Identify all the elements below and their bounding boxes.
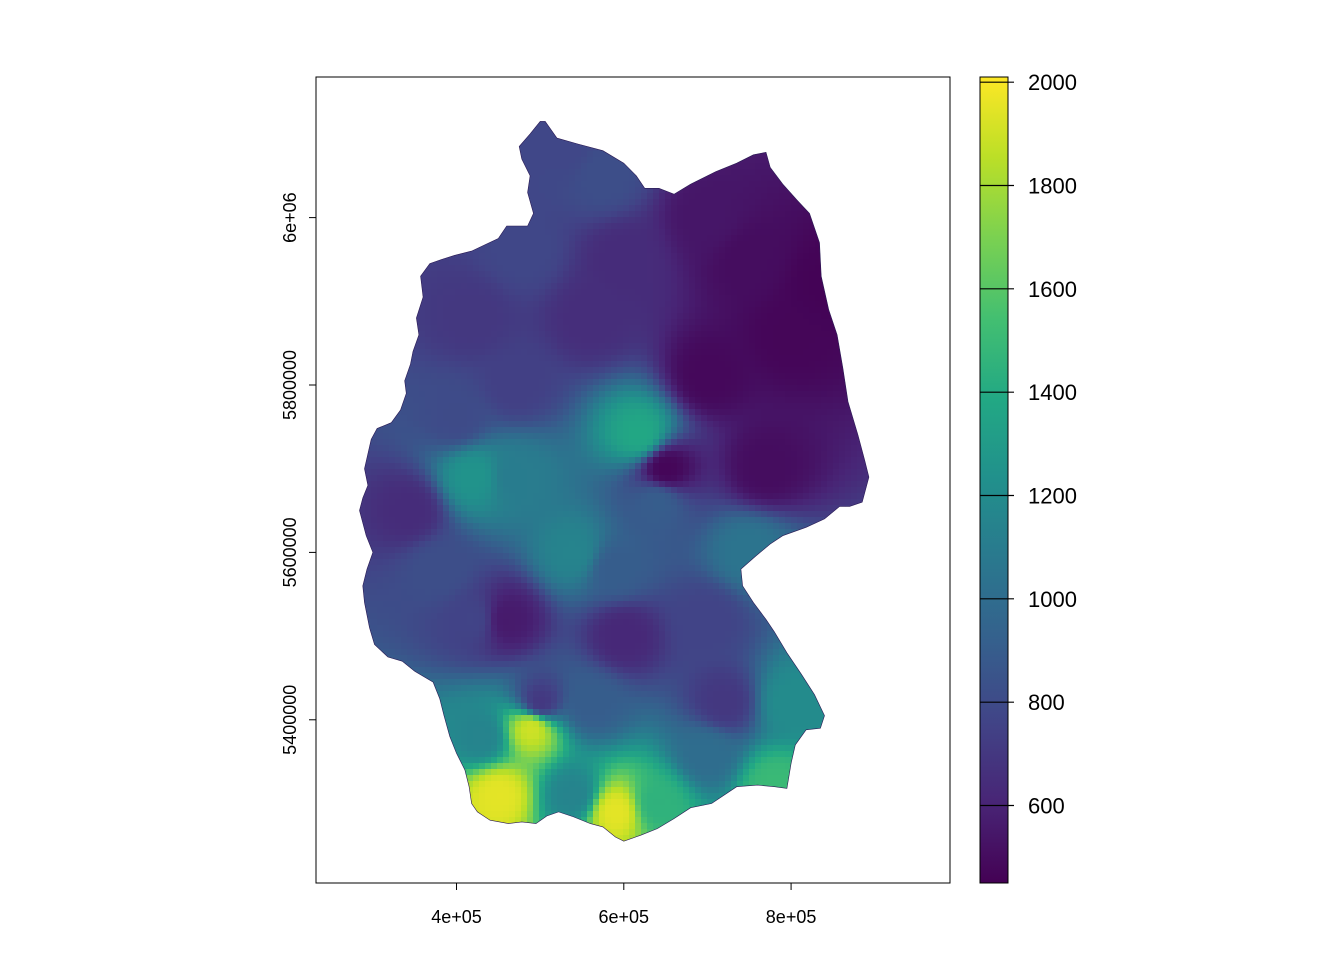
y-axis: 5400000 5600000 5800000 6e+06: [280, 192, 316, 755]
y-tick-label: 5600000: [280, 517, 300, 587]
legend-tick-label: 600: [1028, 794, 1065, 819]
x-tick-label: 4e+05: [431, 907, 482, 927]
raster-map: [359, 121, 870, 848]
legend-tick-label: 1800: [1028, 174, 1077, 199]
color-legend: 600 800 1000 1200 1400 1600 1800 2000: [980, 70, 1077, 883]
legend-tick-label: 1400: [1028, 380, 1077, 405]
legend-tick-label: 1600: [1028, 277, 1077, 302]
legend-tick-label: 1000: [1028, 587, 1077, 612]
x-tick-label: 8e+05: [766, 907, 817, 927]
x-axis: 4e+05 6e+05 8e+05: [431, 883, 816, 927]
y-tick-label: 5800000: [280, 350, 300, 420]
y-tick-label: 6e+06: [280, 192, 300, 243]
y-tick-label: 5400000: [280, 685, 300, 755]
legend-tick-label: 1200: [1028, 484, 1077, 509]
legend-color-bar: [980, 77, 1008, 883]
legend-tick-label: 800: [1028, 690, 1065, 715]
x-tick-label: 6e+05: [599, 907, 650, 927]
legend-tick-label: 2000: [1028, 70, 1077, 95]
